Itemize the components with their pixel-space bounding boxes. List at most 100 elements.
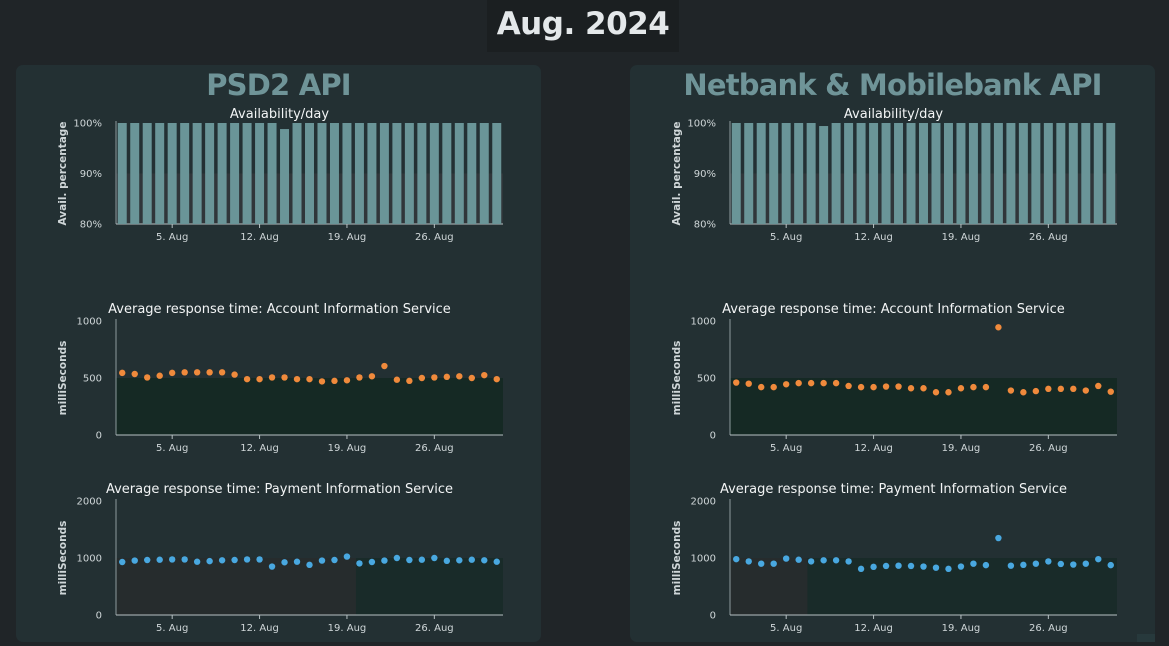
response-time-point	[418, 556, 426, 563]
response-time-point	[907, 385, 915, 392]
response-time-point	[1107, 388, 1114, 395]
availability-bar	[1056, 123, 1066, 224]
x-tick-label: 5. Aug	[156, 623, 188, 634]
y-tick-label: 1000	[691, 554, 716, 565]
availability-bar	[379, 123, 389, 224]
y-tick-label: 0	[96, 611, 102, 622]
response-time-point	[1007, 562, 1015, 569]
response-time-point	[920, 385, 927, 392]
netbank-pis-response-chart: Average response time: Payment Informati…	[671, 482, 1117, 634]
response-time-point	[193, 369, 201, 376]
response-time-point	[807, 379, 815, 387]
response-time-point	[920, 563, 927, 570]
response-time-point	[431, 374, 438, 381]
availability-bar	[806, 123, 816, 224]
availability-bar	[731, 123, 741, 224]
response-time-point	[1020, 561, 1027, 569]
response-time-point	[733, 555, 740, 563]
availability-bar	[906, 123, 916, 224]
response-time-point	[795, 379, 802, 387]
response-time-point	[907, 562, 915, 570]
response-time-point	[306, 375, 313, 383]
response-time-point	[770, 383, 777, 391]
response-time-point	[895, 562, 902, 569]
x-tick-label: 19. Aug	[328, 623, 367, 634]
response-time-point	[381, 557, 388, 564]
availability-bar	[467, 123, 477, 224]
response-time-point	[356, 560, 363, 567]
x-tick-label: 12. Aug	[854, 623, 893, 634]
response-time-point	[1070, 561, 1077, 568]
response-time-point	[144, 556, 151, 564]
y-tick-label: 90%	[694, 169, 716, 180]
availability-bar	[769, 123, 779, 224]
response-time-point	[982, 383, 990, 391]
response-time-point	[393, 376, 401, 383]
response-time-point	[770, 560, 777, 567]
chart-title: Average response time: Account Informati…	[722, 302, 1065, 317]
psd2-api-panel: PSD2 API Availability/day Avail. percenta…	[16, 65, 541, 642]
x-tick-label: 19. Aug	[942, 623, 981, 634]
panel-title: PSD2 API	[206, 68, 351, 102]
plot-band	[116, 378, 503, 435]
availability-bar	[819, 126, 829, 224]
x-tick-label: 26. Aug	[1029, 623, 1068, 634]
availability-bar	[305, 123, 314, 224]
availability-bar	[1018, 123, 1028, 224]
availability-bar	[1068, 123, 1078, 224]
availability-bar	[117, 123, 127, 224]
response-time-point	[782, 381, 790, 388]
x-tick-label: 26. Aug	[415, 232, 454, 243]
response-time-point	[493, 558, 500, 565]
response-time-point	[845, 382, 852, 390]
availability-bar	[329, 123, 339, 224]
response-time-point	[206, 369, 213, 376]
response-time-point	[381, 362, 388, 370]
x-tick-label: 5. Aug	[770, 443, 802, 454]
response-time-point	[281, 559, 288, 566]
availability-bar	[856, 123, 866, 224]
response-time-point	[932, 564, 940, 571]
response-time-point	[431, 554, 438, 562]
response-time-point	[1082, 387, 1089, 394]
panel-resize-corner	[1137, 634, 1155, 642]
x-tick-label: 19. Aug	[328, 232, 367, 243]
y-axis-label: Avail. percentage	[671, 122, 683, 226]
availability-bar	[404, 123, 414, 224]
response-time-point	[218, 557, 226, 564]
response-time-point	[995, 534, 1002, 542]
availability-bar	[230, 123, 240, 224]
response-time-point	[481, 371, 488, 379]
x-tick-label: 5. Aug	[770, 623, 802, 634]
y-tick-label: 100%	[73, 119, 102, 130]
response-time-point	[745, 558, 752, 565]
response-time-point	[193, 558, 201, 565]
availability-bar	[919, 123, 928, 224]
response-time-point	[168, 369, 176, 377]
availability-bar	[442, 123, 452, 224]
response-time-point	[131, 370, 138, 378]
response-time-point	[1082, 560, 1089, 567]
availability-bar	[943, 123, 953, 224]
availability-bar	[1006, 123, 1016, 224]
response-time-point	[758, 383, 765, 391]
x-tick-label: 5. Aug	[156, 443, 188, 454]
netbank-ais-response-chart: Average response time: Account Informati…	[671, 302, 1117, 454]
response-time-point	[820, 557, 827, 564]
response-time-point	[418, 374, 426, 382]
availability-bar	[242, 123, 252, 224]
response-time-point	[832, 379, 840, 387]
y-axis-label: milliSeconds	[671, 341, 683, 416]
availability-bar	[479, 123, 489, 224]
response-time-point	[218, 369, 226, 376]
response-time-point	[807, 558, 815, 565]
response-time-point	[493, 375, 500, 383]
availability-bar	[831, 123, 841, 224]
response-time-point	[945, 389, 952, 396]
response-time-point	[243, 375, 251, 383]
response-time-point	[331, 377, 338, 385]
x-tick-label: 12. Aug	[240, 232, 279, 243]
response-time-point	[857, 565, 865, 573]
y-tick-label: 90%	[80, 169, 102, 180]
response-time-point	[481, 557, 488, 564]
